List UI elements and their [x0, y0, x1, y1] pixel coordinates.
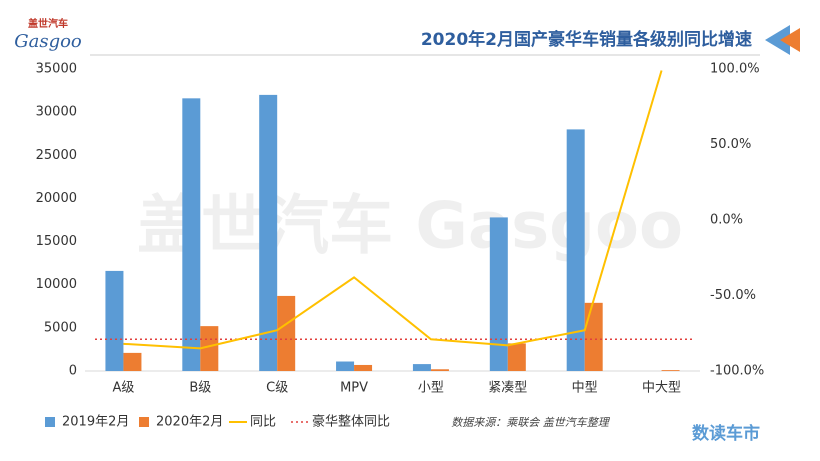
decoration	[780, 28, 800, 52]
bar	[336, 361, 355, 371]
x-tick-label: 紧凑型	[488, 381, 527, 396]
bar	[566, 129, 585, 371]
bar	[259, 94, 278, 371]
y-tick-label: 25000	[36, 148, 77, 163]
bar	[430, 369, 449, 371]
y2-tick-label: -100.0%	[710, 364, 764, 379]
y2-tick-label: -50.0%	[710, 288, 756, 303]
x-tick-label: 中型	[572, 381, 598, 396]
legend-swatch	[45, 417, 55, 427]
legend-label: 豪华整体同比	[312, 414, 390, 430]
y-tick-label: 35000	[36, 62, 77, 77]
bar	[507, 343, 526, 371]
bar	[661, 370, 680, 371]
bar	[584, 302, 603, 371]
y-tick-label: 15000	[36, 234, 77, 249]
line-series	[123, 70, 663, 350]
legend-swatch	[139, 417, 149, 427]
legend-label: 同比	[250, 415, 276, 430]
bar	[200, 326, 219, 371]
y-tick-label: 20000	[36, 191, 77, 206]
brand: 数读车市	[692, 423, 760, 444]
bar	[489, 217, 508, 371]
logo: 盖世汽车	[28, 17, 68, 30]
bar	[277, 295, 296, 371]
bar	[105, 270, 124, 371]
chart-title: 2020年2月国产豪华车销量各级别同比增速	[421, 29, 752, 50]
x-tick-label: B级	[189, 381, 211, 396]
legend-label: 2019年2月	[62, 415, 129, 430]
x-tick-label: MPV	[340, 381, 368, 396]
y2-tick-label: 0.0%	[710, 213, 743, 228]
y-tick-label: 0	[69, 364, 77, 379]
bar	[123, 352, 142, 371]
source: 数据来源：乘联会 盖世汽车整理	[451, 416, 610, 429]
bar	[182, 98, 201, 371]
bar	[354, 364, 373, 371]
watermark: 盖世汽车 Gasgoo	[137, 190, 683, 264]
y-tick-label: 30000	[36, 105, 77, 120]
logo-sub: Gasgoo	[14, 31, 82, 52]
decoration	[765, 25, 790, 55]
y2-tick-label: 100.0%	[710, 62, 760, 77]
y-tick-label: 10000	[36, 277, 77, 292]
y-tick-label: 5000	[44, 320, 77, 335]
x-tick-label: C级	[266, 381, 288, 396]
legend-label: 2020年2月	[156, 415, 223, 430]
x-tick-label: 小型	[418, 381, 444, 396]
x-tick-label: 中大型	[642, 381, 681, 396]
y2-tick-label: 50.0%	[710, 137, 751, 152]
x-tick-label: A级	[112, 381, 134, 396]
bar	[412, 364, 431, 371]
